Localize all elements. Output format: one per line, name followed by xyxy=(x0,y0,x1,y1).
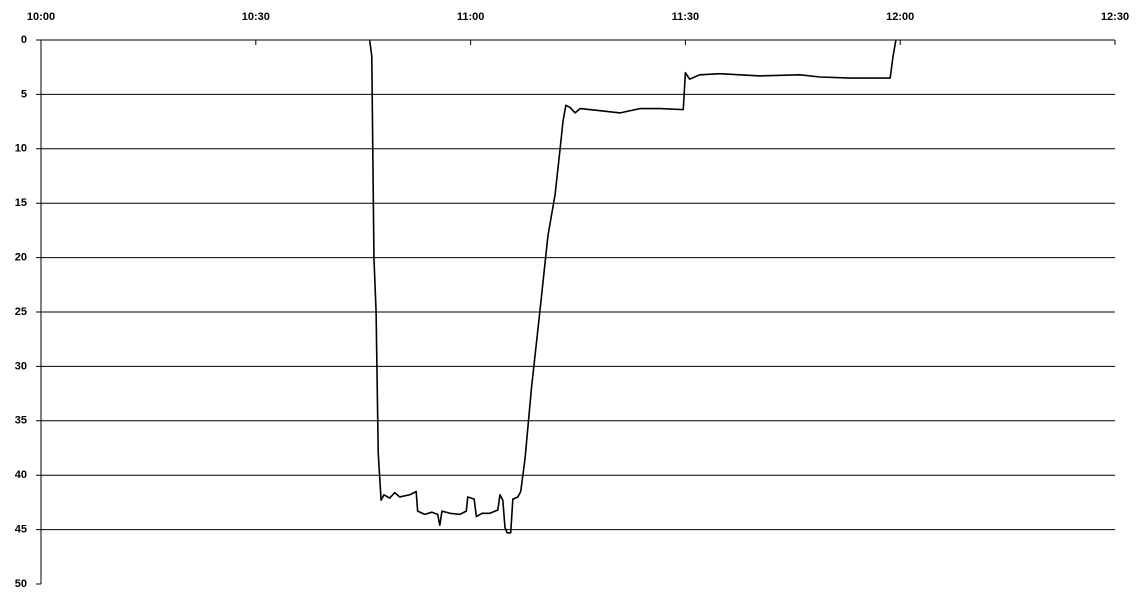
x-tick-label: 10:30 xyxy=(242,11,270,23)
y-tick-label: 40 xyxy=(15,469,27,481)
x-tick-label: 12:00 xyxy=(886,11,914,23)
x-tick-label: 11:00 xyxy=(457,11,485,23)
x-tick-label: 11:30 xyxy=(672,11,700,23)
y-tick-label: 45 xyxy=(15,524,27,536)
y-tick-label: 50 xyxy=(15,578,27,590)
y-tick-label: 35 xyxy=(15,415,27,427)
x-tick-label: 12:30 xyxy=(1101,11,1129,23)
data-line xyxy=(368,39,897,534)
y-tick-label: 20 xyxy=(15,252,27,264)
y-tick-label: 30 xyxy=(15,360,27,372)
y-tick-label: 25 xyxy=(15,306,27,318)
y-tick-label: 5 xyxy=(21,88,27,100)
x-tick-label: 10:00 xyxy=(27,11,55,23)
y-tick-label: 10 xyxy=(15,143,27,155)
y-tick-label: 15 xyxy=(15,197,27,209)
y-tick-label: 0 xyxy=(21,34,27,46)
